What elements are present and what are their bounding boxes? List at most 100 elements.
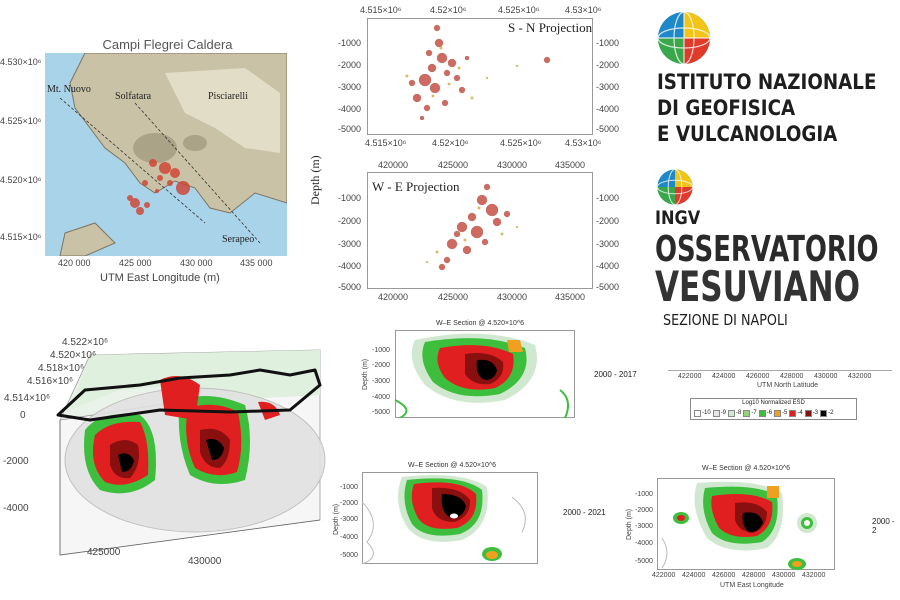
- plot-3d: [56, 349, 326, 556]
- section2-period: 2000 - 2021: [563, 508, 606, 517]
- sn-rytick-5: -5000: [596, 124, 620, 134]
- we-rytick-4: -4000: [596, 261, 620, 271]
- map-xtick-3: 430 000: [180, 258, 213, 268]
- map-xtick-2: 425 000: [119, 258, 152, 268]
- p3d-xtick-1: 425000: [87, 547, 121, 558]
- p3d-ztick-3: -4000: [3, 503, 29, 514]
- we-bottom-xtick-2: 425000: [438, 292, 469, 302]
- map-title: Campi Flegrei Caldera: [102, 37, 233, 52]
- legend-swatch: [728, 409, 736, 417]
- legend-item: -2: [820, 409, 833, 417]
- esd-legend: Log10 Normalized ESD -10 -9 -8 -7 -6 -5 …: [690, 398, 857, 420]
- section1-plot: [395, 330, 575, 418]
- sn-top-xtick-4: 4.53×10⁶: [565, 5, 602, 15]
- section3-ytick-3: -3000: [635, 523, 653, 530]
- section2-title: W–E Section @ 4.520×10^6: [407, 462, 497, 469]
- section2-ytick-2: -2000: [340, 500, 358, 507]
- legend-item: -8: [728, 409, 741, 417]
- we-ytick-4: -4000: [338, 261, 362, 271]
- ingv-name-line1: ISTITUTO NAZIONALE: [657, 70, 877, 94]
- depth-axis-label: Depth (m): [308, 155, 322, 205]
- map-xlabel: UTM East Longitude (m): [100, 272, 220, 284]
- p3d-ytick-5: 4.514×10⁶: [4, 393, 51, 404]
- sn-plot: [367, 18, 593, 135]
- legend-item: -5: [774, 409, 787, 417]
- label-solfatara: Solfatara: [115, 91, 152, 102]
- legend-item-label: -8: [736, 410, 742, 416]
- legend-swatch: [712, 409, 720, 417]
- we-ytick-1: -1000: [338, 193, 362, 203]
- legend-axis-tick-1: 422000: [678, 373, 702, 380]
- we-top-xtick-1: 420000: [378, 160, 409, 170]
- section2-ylabel: Depth (m): [333, 503, 340, 535]
- legend-axis-tick-3: 426000: [746, 373, 770, 380]
- section3-xtick-5: 430000: [772, 572, 796, 579]
- p3d-ztick-2: -2000: [3, 456, 29, 467]
- ingv-globe-icon: [657, 11, 711, 65]
- map-xtick-1: 420 000: [58, 258, 91, 268]
- sn-bottom-xtick-1: 4.515×10⁶: [365, 138, 407, 148]
- p3d-xtick-2: 430000: [188, 556, 222, 567]
- ov-subtitle: SEZIONE DI NAPOLI: [663, 311, 788, 329]
- we-ytick-2: -2000: [338, 216, 362, 226]
- section3-xtick-6: 432000: [802, 572, 826, 579]
- legend-axis-line: [668, 370, 892, 371]
- legend-item: -6: [758, 409, 772, 417]
- legend-item: -4: [789, 409, 803, 417]
- section2-plot: [362, 472, 538, 564]
- legend-swatch: [804, 409, 812, 417]
- we-rytick-2: -2000: [596, 216, 620, 226]
- legend-axis-tick-5: 430000: [814, 373, 838, 380]
- section1-period: 2000 - 2017: [594, 370, 637, 379]
- p3d-ytick-3: 4.518×10⁶: [38, 363, 85, 374]
- we-rytick-1: -1000: [596, 193, 620, 203]
- section2-ytick-1: -1000: [340, 484, 358, 491]
- section1-title: W–E Section @ 4.520×10^6: [435, 320, 525, 327]
- ov-name-line2: VESUVIANO: [655, 262, 861, 311]
- section3-xtick-1: 422000: [652, 572, 676, 579]
- sn-bottom-xtick-2: 4.52×10⁶: [432, 138, 469, 148]
- p3d-ytick-2: 4.520×10⁶: [50, 350, 97, 361]
- we-top-xtick-2: 425000: [438, 160, 469, 170]
- section2-ytick-3: -3000: [340, 516, 358, 523]
- we-title: W - E Projection: [372, 179, 460, 194]
- legend-item-label: -7: [751, 410, 757, 416]
- esd-legend-title: Log10 Normalized ESD: [742, 400, 805, 406]
- map-xtick-4: 435 000: [240, 258, 273, 268]
- legend-item-label: -5: [782, 410, 788, 416]
- section3-ytick-1: -1000: [635, 491, 653, 498]
- section3-ytick-4: -4000: [635, 540, 653, 547]
- map-ytick-1: 4.530×10⁶: [0, 57, 42, 67]
- legend-item: -10: [694, 409, 711, 417]
- sn-title: S - N Projection: [508, 20, 593, 35]
- sn-rytick-1: -1000: [596, 38, 620, 48]
- sn-ytick-2: -2000: [338, 60, 362, 70]
- sn-rytick-2: -2000: [596, 60, 620, 70]
- legend-item-label: -3: [812, 410, 819, 416]
- legend-item: -7: [743, 409, 757, 417]
- section3-ytick-5: -5000: [635, 558, 653, 565]
- we-rytick-3: -3000: [596, 239, 620, 249]
- legend-swatch: [743, 409, 751, 417]
- legend-swatch: [694, 409, 701, 417]
- section3-xtick-2: 424000: [682, 572, 706, 579]
- section1-ytick-4: -4000: [372, 394, 390, 401]
- map-panel: Campi Flegrei Caldera Mt. Nuovo Solfatar…: [0, 0, 300, 300]
- ingv-name-line3: E VULCANOLOGIA: [657, 122, 838, 146]
- label-mt-nuovo: Mt. Nuovo: [47, 84, 91, 95]
- section1-ytick-2: -2000: [372, 362, 390, 369]
- p3d-ztick-1: 0: [20, 410, 26, 421]
- we-bottom-xtick-3: 430000: [497, 292, 528, 302]
- section3-period: 2000 - 2: [872, 517, 895, 535]
- section3-xlabel: UTM East Longitude: [720, 582, 784, 589]
- sn-bottom-xtick-4: 4.53×10⁶: [565, 138, 602, 148]
- legend-item-label: -2: [828, 410, 834, 416]
- section2-ytick-4: -4000: [340, 534, 358, 541]
- ov-name-line1: OSSERVATORIO: [655, 229, 879, 270]
- section1-ytick-3: -3000: [372, 378, 390, 385]
- map-ytick-4: 4.515×10⁶: [0, 232, 42, 242]
- legend-axis-tick-2: 424000: [712, 373, 736, 380]
- sn-ytick-4: -4000: [338, 104, 362, 114]
- ov-globe-icon: [656, 168, 694, 206]
- ingv-name-line2: DI GEOFISICA: [657, 96, 796, 120]
